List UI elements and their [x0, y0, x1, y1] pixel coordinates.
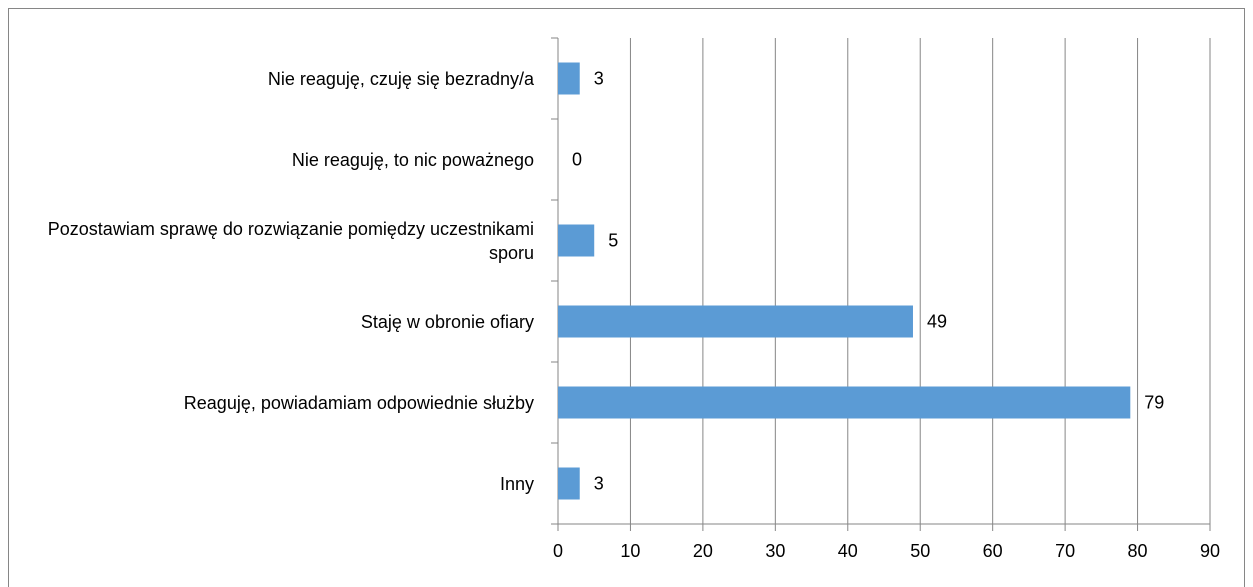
bar — [558, 467, 580, 500]
bar — [558, 62, 580, 95]
x-tick-label: 20 — [693, 541, 713, 561]
y-tick-label: Reaguję, powiadamiam odpowiednie służby — [183, 392, 534, 413]
value-label: 0 — [572, 149, 582, 169]
bar — [558, 224, 595, 257]
y-tick-label: Staję w obronie ofiary — [360, 311, 534, 332]
bar — [558, 305, 913, 338]
y-tick-label: Nie reaguję, czuję się bezradny/a — [267, 68, 534, 89]
y-tick-label: Inny — [499, 473, 534, 494]
x-tick-label: 60 — [983, 541, 1003, 561]
x-tick-label: 70 — [1055, 541, 1075, 561]
x-tick-label: 80 — [1128, 541, 1148, 561]
value-label: 79 — [1144, 392, 1164, 412]
value-label: 3 — [594, 473, 604, 493]
x-tick-label: 90 — [1200, 541, 1220, 561]
bar — [558, 386, 1131, 419]
x-tick-label: 40 — [838, 541, 858, 561]
value-label: 3 — [594, 68, 604, 88]
x-tick-label: 10 — [620, 541, 640, 561]
y-tick-label: Nie reaguję, to nic poważnego — [291, 149, 534, 170]
value-label: 5 — [608, 230, 618, 250]
y-tick-label: Pozostawiam sprawę do rozwiązanie pomięd… — [47, 218, 534, 263]
value-label: 49 — [927, 311, 947, 331]
x-tick-label: 50 — [910, 541, 930, 561]
chart-frame — [8, 8, 1245, 587]
x-tick-label: 30 — [765, 541, 785, 561]
x-tick-label: 0 — [553, 541, 563, 561]
